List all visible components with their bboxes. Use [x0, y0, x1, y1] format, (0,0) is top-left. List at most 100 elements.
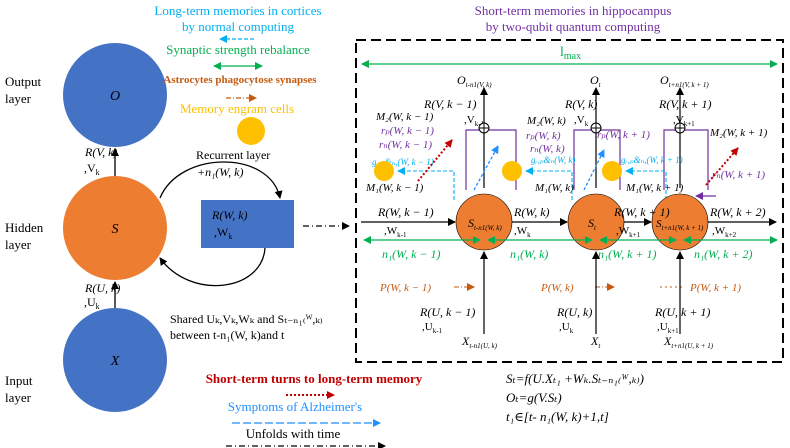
ru-left-label: R(U, k): [84, 281, 120, 295]
state-node-0: [455, 193, 513, 251]
equation-ot: Oₜ=g(V.Sₜ): [506, 390, 562, 405]
recurrent-loop-bottom: [159, 247, 266, 287]
short-term-title-1: Short-term memories in hippocampus: [475, 3, 672, 18]
cyan-path-2: [625, 167, 667, 200]
input-label-0: Xt-n1(U, k): [461, 334, 498, 350]
output-layer-label-2: layer: [5, 91, 32, 106]
ru-label-1: R(U, k): [556, 305, 592, 319]
m1-label-0: M₁(W, k − 1): [365, 182, 424, 194]
n1-label-2: n₁(W, k + 1): [598, 247, 656, 261]
rv-label-0: R(V, k − 1): [423, 97, 477, 111]
hidden-node-label: S: [112, 222, 119, 237]
input-node-label: X: [110, 354, 120, 369]
red-dotted-0: [417, 139, 453, 182]
cyan-paths: [397, 167, 667, 200]
input-layer-label-2: layer: [5, 390, 32, 405]
m2-label-1: M₂(W, k): [526, 115, 566, 127]
rv-left-label: R(V, k): [84, 145, 117, 159]
recurrent-box-rw: R(W, k): [211, 208, 248, 222]
blue-diag-1: [583, 149, 605, 191]
output-node-label: O: [110, 89, 120, 104]
rn-label-0: rₙ(W, k − 1): [379, 139, 432, 151]
shared-text-line1: Shared Uₖ,Vₖ,Wₖ and Sₜ₋ₙ₁₍ᵂ,ₖ₎: [170, 312, 323, 326]
g-label-2: gᵣ,ₚ&ₙ,(W, k + 1): [621, 155, 683, 165]
uk-left-label: ,Uk: [84, 295, 100, 311]
state-label-0: St-n1(W, k): [468, 216, 502, 232]
rp-label-0: rₚ(W, k − 1): [381, 125, 434, 137]
rp-label-2: rₚ(W, k + 1): [597, 129, 650, 141]
output-node: [63, 43, 167, 147]
engram-cell-0: [374, 161, 394, 181]
n1-label-0: n₁(W, k − 1): [382, 247, 440, 261]
purple-bracket-2: [663, 129, 709, 190]
legend-astrocytes: Astrocytes phagocytose synapses: [163, 74, 317, 86]
equations: Sₜ=f(U.Xₜ₁ +Wₖ.Sₜ₋ₙ₁₍ᵂ,ₖ₎) Oₜ=g(V.Sₜ) t₁…: [506, 371, 644, 424]
ru-label-2: R(U, k + 1): [654, 305, 710, 319]
blue-diag-0: [473, 145, 499, 191]
m1-label-1: M₁(W, k): [534, 182, 574, 194]
w-label-2: ,Wk+1: [616, 225, 641, 239]
hidden-layer-label: Hidden: [5, 220, 44, 235]
equation-t1: t₁∈[t- n₁(W, k)+1,t]: [506, 409, 609, 424]
u-label-2: ,Uk+1: [657, 321, 679, 335]
m2-label-2: M₂(W, k + 1): [709, 127, 768, 139]
rv-label-2: R(V, k + 1): [658, 97, 712, 111]
purple-bracket-0: [465, 129, 517, 190]
rw-label-2: R(W, k + 1): [613, 205, 670, 219]
input-label-2: Xt+n1(U, k + 1): [663, 334, 714, 350]
recurrent-box: [201, 200, 294, 248]
m1-label-2: M₁(W, k + 1): [625, 182, 684, 194]
w-label-1: ,Wk: [514, 225, 531, 239]
p-label-2: P(W, k + 1): [689, 282, 741, 294]
left-edge-labels: R(V, k) ,Vk R(U, k) ,Uk: [84, 145, 120, 311]
m2-label-0: M₂(W, k − 1): [375, 111, 434, 123]
n1-label-3: n₁(W, k + 2): [694, 247, 752, 261]
ru-label-0: R(U, k − 1): [419, 305, 475, 319]
n1-label-1: n₁(W, k): [510, 247, 548, 261]
g-label-1: gᵣ,ₚ&ₙ(W, k): [531, 155, 575, 165]
legend-shortlong: Short-term turns to long-term memory: [206, 371, 423, 386]
legend-longterm-1: Long-term memories in cortices: [154, 3, 321, 18]
state-label-1: St: [588, 216, 597, 232]
rw-label-0: R(W, k − 1): [377, 205, 434, 219]
cyan-path-0: [397, 167, 455, 200]
state-node-1: [567, 193, 625, 251]
p-label-1: P(W, k): [540, 282, 574, 294]
top-legend: Long-term memories in cortices by normal…: [154, 3, 322, 145]
state-label-2: St+n1(W, k + 1): [656, 218, 704, 232]
legend-longterm-2: by normal computing: [182, 19, 294, 34]
p-label-0: P(W, k − 1): [379, 282, 431, 294]
rn-label-2: rₙ(W, k + 1): [712, 169, 765, 181]
recurrent-n1-label: +n₁(W, k): [197, 165, 243, 179]
rw-label-3: R(W, k + 2): [709, 205, 766, 219]
output-label-1: Ot: [590, 73, 602, 89]
recurrent-layer-title: Recurrent layer: [196, 148, 270, 162]
engram-cell-1: [502, 161, 522, 181]
recurrent-box-wk: ,Wk: [214, 225, 232, 241]
legend-engram-dot: [237, 117, 265, 145]
rv-label-1: R(V, k): [564, 97, 597, 111]
legend-synaptic: Synaptic strength rebalance: [166, 42, 310, 57]
short-term-title-2: by two-qubit quantum computing: [486, 19, 661, 34]
hidden-layer-label-2: layer: [5, 237, 32, 252]
output-label-0: Ot-n1(V, k): [457, 73, 492, 89]
rw-label-1: R(W, k): [513, 205, 550, 219]
equation-st: Sₜ=f(U.Xₜ₁ +Wₖ.Sₜ₋ₙ₁₍ᵂ,ₖ₎): [506, 371, 644, 386]
lmax-label: lmax: [560, 45, 581, 62]
u-label-0: ,Uk-1: [422, 321, 443, 335]
recurrent-loop-top: [159, 161, 283, 199]
u-label-1: ,Uk: [559, 321, 574, 335]
rp-label-1: rₚ(W, k): [526, 130, 561, 142]
input-layer-label: Input: [5, 373, 33, 388]
shared-text-line2: between t-n₁(W, k)and t: [170, 328, 285, 342]
quantum-region-box: [355, 39, 784, 363]
vk-left-label: ,Vk: [84, 161, 100, 177]
legend-alz: Symptoms of Alzheimer's: [228, 399, 363, 414]
layer-labels: Output layer Hidden layer Input layer: [5, 74, 44, 405]
crosshairs: [478, 122, 686, 134]
output-label-2: Ot+n1(V, k + 1): [660, 73, 709, 89]
output-layer-label: Output: [5, 74, 42, 89]
red-dotted-1: [705, 147, 739, 186]
v-label-1: ,Vk: [574, 114, 589, 128]
